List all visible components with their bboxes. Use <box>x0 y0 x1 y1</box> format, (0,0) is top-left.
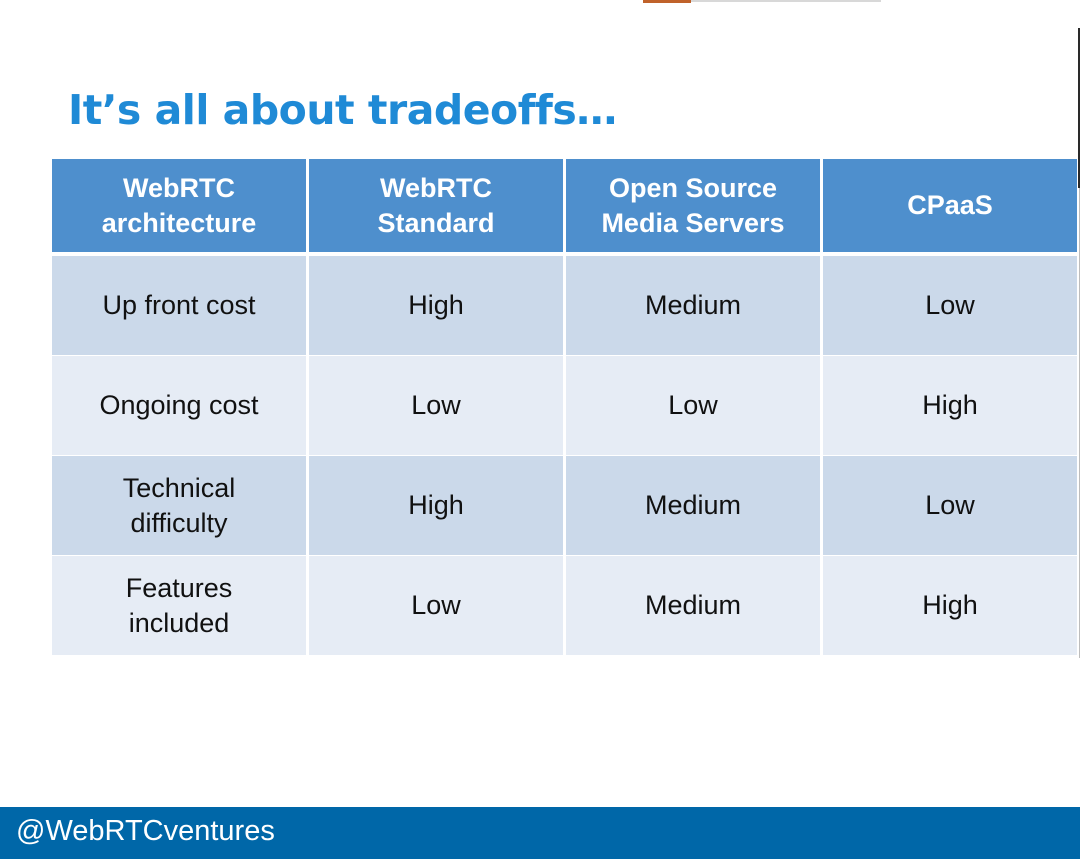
column-header-webrtc-standard: WebRTC Standard <box>309 159 563 256</box>
table-cell: High <box>309 456 563 556</box>
table-cell: Medium <box>566 556 820 656</box>
table-header-row: WebRTC architecture WebRTC Standard Open… <box>52 159 1077 256</box>
footer-handle: @WebRTCventures <box>16 815 275 847</box>
column-header-architecture: WebRTC architecture <box>52 159 306 256</box>
right-edge-line <box>1078 28 1080 188</box>
footer-bar: @WebRTCventures <box>0 807 1080 859</box>
row-label: Features included <box>52 556 306 656</box>
row-label: Technical difficulty <box>52 456 306 556</box>
table-cell: Low <box>823 256 1077 356</box>
table-cell: Medium <box>566 256 820 356</box>
row-label: Ongoing cost <box>52 356 306 456</box>
table-cell: High <box>823 356 1077 456</box>
table-row: Ongoing cost Low Low High <box>52 356 1077 456</box>
table-cell: Low <box>566 356 820 456</box>
table-cell: Low <box>309 356 563 456</box>
column-header-open-source-media-servers: Open Source Media Servers <box>566 159 820 256</box>
table-cell: Medium <box>566 456 820 556</box>
row-label: Up front cost <box>52 256 306 356</box>
table-cell: High <box>309 256 563 356</box>
table-cell: Low <box>823 456 1077 556</box>
table-row: Up front cost High Medium Low <box>52 256 1077 356</box>
top-accent-bar <box>643 0 691 3</box>
table-row: Technical difficulty High Medium Low <box>52 456 1077 556</box>
column-header-cpaas: CPaaS <box>823 159 1077 256</box>
tradeoffs-table: WebRTC architecture WebRTC Standard Open… <box>49 159 1080 656</box>
top-divider <box>691 0 881 2</box>
table-cell: High <box>823 556 1077 656</box>
table-row: Features included Low Medium High <box>52 556 1077 656</box>
table-cell: Low <box>309 556 563 656</box>
slide-title: It’s all about tradeoffs… <box>68 86 617 134</box>
